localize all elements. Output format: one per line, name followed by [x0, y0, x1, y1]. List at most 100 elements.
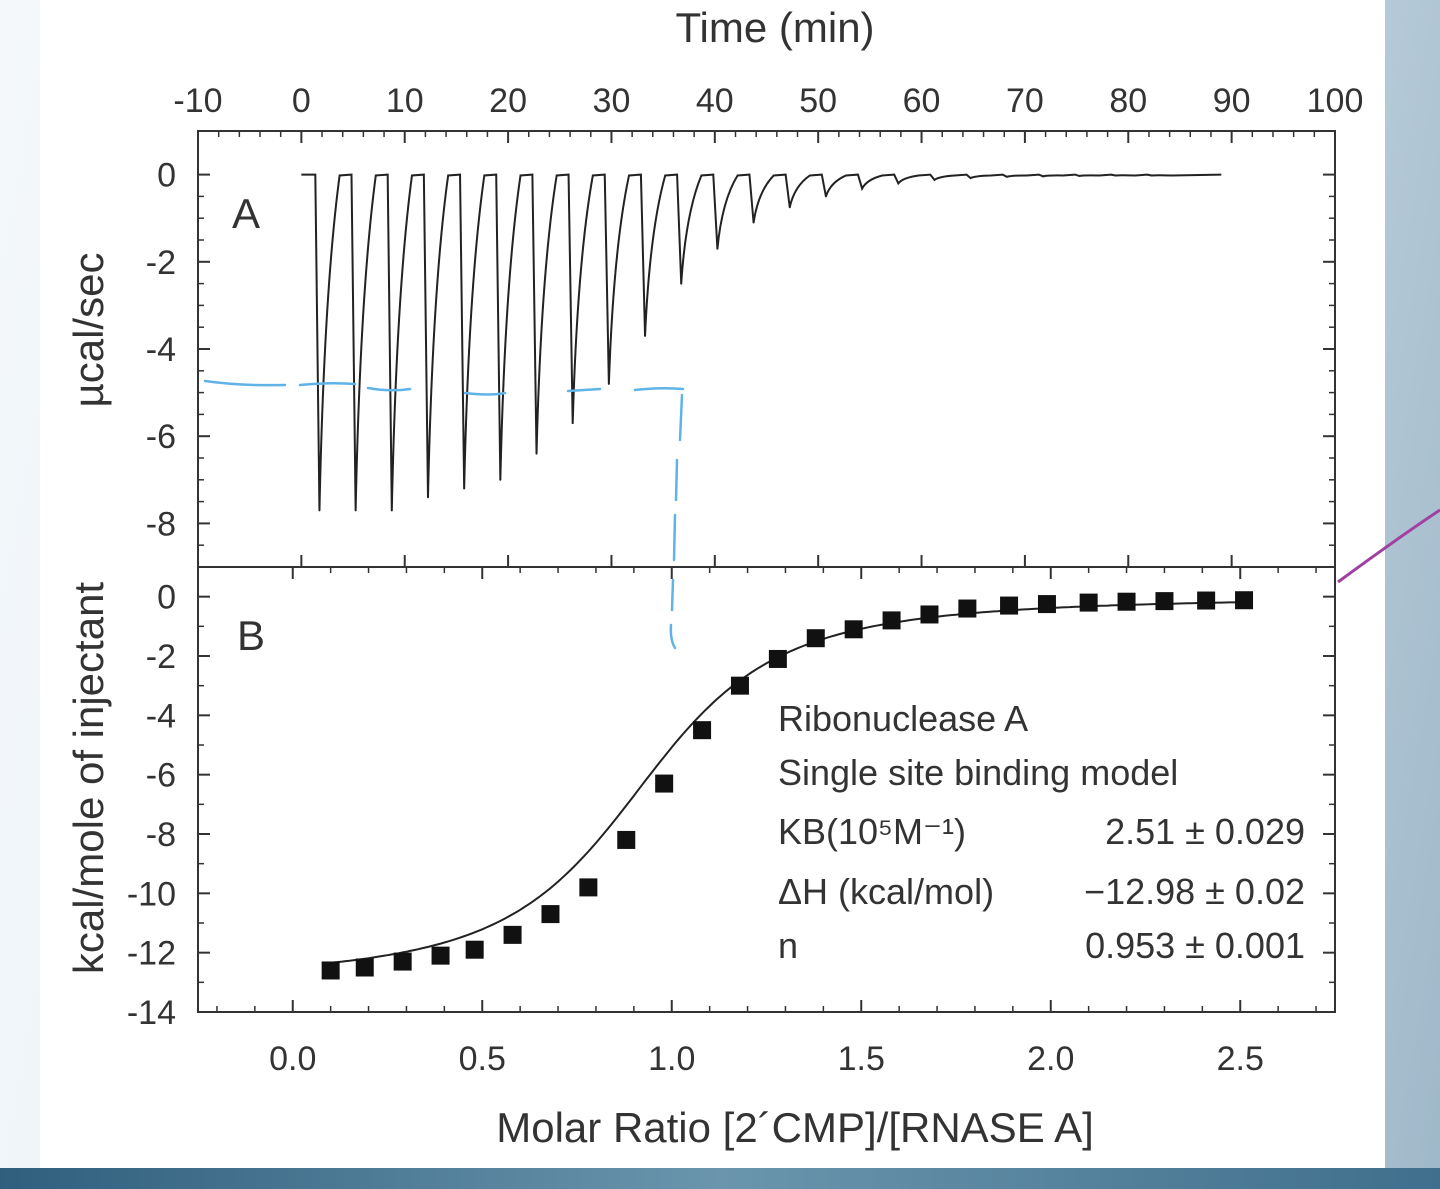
injection-peak	[535, 452, 538, 455]
x-tick-label-top: 20	[489, 82, 527, 120]
data-point	[321, 961, 340, 980]
injection-peak	[897, 182, 900, 185]
x-tick-label-bottom: 1.0	[648, 1040, 695, 1078]
data-point	[1079, 593, 1098, 612]
y-axis-title-b: kcal/mole of injectant	[65, 582, 112, 975]
injection-peak	[463, 487, 466, 490]
data-point	[730, 676, 749, 695]
injection-peak	[1005, 175, 1008, 178]
data-point	[579, 878, 598, 897]
panel-b-letter: B	[237, 612, 265, 659]
injection-peak	[426, 496, 429, 499]
guide-dash-horizontal	[203, 379, 685, 396]
data-point	[806, 629, 825, 648]
y-tick-label-b: -10	[127, 875, 176, 913]
y-tick-label-a: -6	[146, 418, 176, 456]
annotation-label: n	[778, 925, 798, 966]
x-tick-label-top: 30	[593, 82, 631, 120]
data-point	[431, 946, 450, 965]
injection-peak	[752, 221, 755, 224]
data-point	[693, 721, 712, 740]
panel-a-frame	[197, 130, 1336, 568]
decorative-arc	[1337, 508, 1440, 584]
x-tick-label-top: 50	[799, 82, 837, 120]
y-tick-label-b: 0	[157, 579, 176, 617]
x-tick-label-bottom: 1.5	[838, 1040, 885, 1078]
injection-peak	[1078, 174, 1081, 177]
y-tick-label-a: -2	[146, 244, 176, 282]
panel-a-letter: A	[232, 190, 260, 237]
injection-peak	[499, 478, 502, 481]
x-tick-label-top: 40	[696, 82, 734, 120]
x-tick-label-bottom: 0.5	[459, 1040, 506, 1078]
injection-peak	[716, 247, 719, 250]
y-tick-label-a: -8	[146, 505, 176, 543]
injection-peak	[933, 178, 936, 181]
x-tick-label-top: 100	[1307, 82, 1364, 120]
data-point	[1037, 595, 1056, 614]
y-tick-label-a: -4	[146, 331, 176, 369]
data-point	[393, 952, 412, 971]
injection-peak	[1150, 174, 1153, 177]
data-point	[920, 605, 939, 624]
panel-b-frame	[197, 566, 1336, 1013]
y-tick-label-b: -6	[146, 757, 176, 795]
data-point	[958, 599, 977, 618]
annotation-value: 2.51 ± 0.029	[1105, 811, 1305, 852]
data-point	[355, 958, 374, 977]
x-tick-label-top: -10	[173, 82, 222, 120]
injection-peak	[1114, 174, 1117, 177]
x-axis-title-top: Time (min)	[675, 4, 874, 51]
injection-peak	[354, 509, 357, 512]
data-point	[503, 925, 522, 944]
y-tick-label-b: -2	[146, 638, 176, 676]
data-point	[1197, 591, 1216, 610]
annotation-value: −12.98 ± 0.02	[1084, 871, 1305, 912]
x-tick-label-top: 0	[292, 82, 311, 120]
annotation-label: Single site binding model	[778, 752, 1178, 793]
data-point	[1117, 592, 1136, 611]
y-tick-label-b: -12	[127, 935, 176, 973]
data-point	[1235, 591, 1254, 610]
x-tick-label-bottom: 2.5	[1217, 1040, 1264, 1078]
panel-a: -10 0 10 20 30 40 50 60 70 80 90 100 0 -2 -4 -6 -8 A Tim…	[65, 4, 1364, 650]
data-point	[541, 905, 560, 924]
annotation-label: ΔH (kcal/mol)	[778, 871, 994, 912]
injection-peak	[969, 177, 972, 180]
guide-dashes	[203, 379, 685, 650]
y-tick-label-b: -4	[146, 697, 176, 735]
x-tick-label-top: 80	[1109, 82, 1147, 120]
thermogram-trace	[301, 173, 1222, 511]
injection-peak	[824, 195, 827, 198]
y-axis-title-a: µcal/sec	[65, 253, 112, 408]
x-tick-label-top: 60	[903, 82, 941, 120]
data-point	[1155, 592, 1174, 611]
data-point	[768, 649, 787, 668]
annotation-label: Ribonuclease A	[778, 698, 1028, 739]
slide-bottom-band	[0, 1168, 1440, 1189]
injection-peak	[1041, 175, 1044, 178]
injection-peak	[390, 509, 393, 512]
x-tick-label-top: 70	[1006, 82, 1044, 120]
x-tick-label-top: 90	[1213, 82, 1251, 120]
x-tick-label-top: 10	[386, 82, 424, 120]
x-tick-label-bottom: 2.0	[1027, 1040, 1074, 1078]
injection-peak	[861, 187, 864, 190]
guide-dash-vertical	[669, 393, 684, 650]
injection-peak	[571, 422, 574, 425]
injection-peak	[644, 334, 647, 337]
data-point	[655, 774, 674, 793]
data-point	[882, 611, 901, 630]
data-point	[465, 940, 484, 959]
y-tick-label-b: -14	[127, 994, 176, 1032]
slide-panel	[40, 0, 1385, 1168]
fit-parameters-box: Ribonuclease A Single site binding model K…	[778, 698, 1305, 966]
panel-b: 0.0 0.5 1.0 1.5 2.0 2.5 0 -2 -4 -6 -8 -10 -12 -14 B M…	[65, 566, 1336, 1151]
data-point	[617, 830, 636, 849]
annotation-label: KB(10⁵M⁻¹)	[778, 811, 966, 852]
x-axis-title-bottom: Molar Ratio [2´CMP]/[RNASE A]	[496, 1104, 1094, 1151]
injection-peak	[318, 509, 321, 512]
y-tick-label-b: -8	[146, 816, 176, 854]
y-tick-label-a: 0	[157, 157, 176, 195]
